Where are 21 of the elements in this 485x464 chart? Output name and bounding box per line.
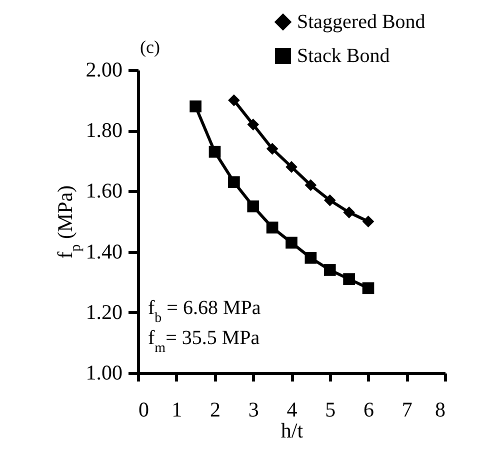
legend-label: Stack Bond [297, 45, 390, 67]
y-tick-label: 1.00 [86, 360, 122, 384]
x-tick-label: 0 [138, 398, 149, 422]
x-tick-label: 8 [435, 398, 446, 422]
x-tick-label: 7 [402, 398, 412, 422]
legend-label: Staggered Bond [297, 11, 426, 33]
x-tick-label: 6 [364, 398, 374, 422]
y-tick-label: 1.60 [86, 178, 122, 203]
y-tick-label: 1.20 [86, 300, 122, 324]
text: (c) [140, 37, 160, 57]
x-tick-label: 5 [325, 398, 336, 422]
y-tick-label: 1.80 [86, 118, 122, 142]
x-axis-title: h/t [280, 418, 304, 442]
annotation: f$_{m}$= 35.5 MPa [148, 327, 260, 356]
x-tick-label: 2 [210, 398, 220, 422]
y-tick-label: 1.40 [86, 239, 122, 264]
x-tick-label: 4 [286, 398, 298, 422]
x-tick-label: 3 [248, 398, 259, 422]
x-tick-label: 1 [172, 398, 182, 422]
y-tick-label: 2.00 [86, 58, 122, 82]
annotation: f$_{b}$ = 6.68 MPa [148, 297, 261, 326]
